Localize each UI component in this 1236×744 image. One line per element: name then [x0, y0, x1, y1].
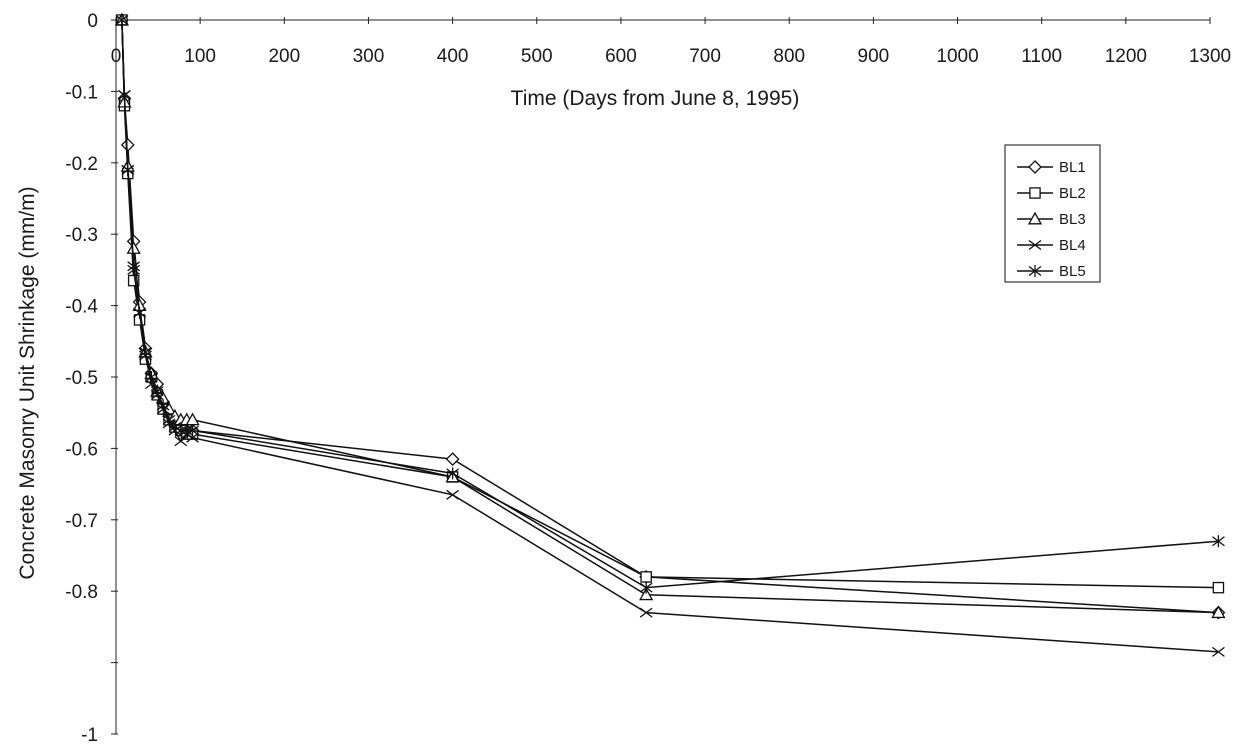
asterisk-marker [168, 420, 182, 433]
x-tick-label: 500 [521, 46, 553, 67]
legend-box [1004, 144, 1101, 283]
y-tick-label: -1 [81, 725, 98, 744]
asterisk-marker [127, 263, 141, 276]
y-tick-label: -0.4 [65, 297, 98, 318]
axes [111, 17, 1211, 735]
triangle-marker [126, 241, 141, 254]
asterisk-marker [1028, 265, 1042, 277]
asterisk-marker [639, 581, 653, 594]
y-tick-label: -0.2 [65, 154, 98, 175]
asterisk-marker [446, 467, 460, 480]
asterisk-marker [133, 306, 146, 319]
x-marker [639, 607, 653, 618]
legend-entry-bl4: BL4 [1017, 237, 1086, 254]
asterisk-marker [115, 14, 129, 26]
asterisk-marker [144, 371, 158, 383]
legend-label-bl1: BL1 [1059, 159, 1086, 176]
y-tick-label: -0.6 [65, 439, 98, 460]
legend-entry-bl1: BL1 [1017, 159, 1086, 176]
x-marker [186, 432, 199, 443]
square-marker [640, 571, 652, 583]
x-tick-label: 800 [773, 46, 805, 67]
y-tick-label: 0 [87, 11, 98, 32]
x-tick-label: 0 [111, 46, 122, 67]
asterisk-marker [121, 163, 135, 176]
y-tick-labels: 0 -0.1 -0.2 -0.3 -0.4 -0.5 -0.6 -0.7 -0.8 -1 [65, 11, 98, 744]
square-marker [1029, 187, 1041, 199]
legend-entry-bl3: BL3 [1017, 211, 1086, 228]
asterisk-marker [139, 346, 152, 359]
x-tick-label: 200 [268, 46, 300, 67]
asterisk-marker [156, 399, 170, 412]
x-tick-label: 300 [353, 46, 385, 67]
x-tick-label: 100 [184, 46, 216, 67]
y-tick-label: -0.5 [65, 368, 98, 389]
triangle-marker [639, 587, 654, 601]
y-axis-title: Concrete Masonry Unit Shrinkage (mm/m) [16, 186, 39, 579]
asterisk-marker [186, 424, 199, 437]
x-marker [174, 436, 188, 447]
x-tick-label: 1200 [1105, 46, 1147, 67]
triangle-marker [1027, 211, 1043, 225]
diamond-marker [120, 138, 135, 152]
x-marker [1028, 239, 1042, 251]
y-tick-label: -0.1 [65, 82, 98, 103]
diamond-marker [1028, 160, 1042, 174]
y-tick-label: -0.8 [65, 582, 98, 603]
legend-entry-bl2: BL2 [1017, 185, 1086, 202]
x-tick-label: 700 [689, 46, 721, 67]
legend-entry-bl5: BL5 [1017, 263, 1086, 280]
legend: BL1 BL2 BL3 BL4 BL5 [1004, 144, 1101, 283]
x-axis-title: Time (Days from June 8, 1995) [511, 87, 800, 110]
asterisk-marker [150, 385, 164, 398]
asterisk-marker [162, 413, 176, 426]
series-bl4 [115, 14, 1225, 657]
x-tick-labels: 0 100 200 300 400 500 600 700 800 900 1000 1100 1200… [111, 46, 1231, 67]
legend-label-bl4: BL4 [1059, 237, 1086, 254]
legend-label-bl5: BL5 [1059, 263, 1086, 280]
x-tick-label: 400 [437, 46, 469, 67]
series-lines [114, 12, 1226, 657]
x-tick-label: 900 [858, 46, 890, 67]
asterisk-marker [118, 88, 131, 101]
x-tick-label: 1100 [1021, 46, 1062, 67]
series-line-bl4 [121, 19, 1219, 653]
series-bl5 [115, 14, 1225, 594]
diamond-marker [445, 452, 460, 467]
x-marker [446, 489, 460, 500]
legend-label-bl2: BL2 [1059, 185, 1086, 202]
x-tick-label: 600 [605, 46, 637, 67]
asterisk-marker [1212, 535, 1225, 548]
y-tick-label: -0.3 [65, 225, 98, 246]
legend-label-bl3: BL3 [1059, 211, 1086, 228]
square-marker [1212, 581, 1225, 594]
x-marker [1212, 646, 1225, 657]
y-tick-label: -0.7 [65, 511, 98, 532]
triangle-marker [1211, 605, 1226, 619]
x-tick-label: 1000 [936, 46, 978, 67]
x-tick-label: 1300 [1189, 46, 1231, 67]
